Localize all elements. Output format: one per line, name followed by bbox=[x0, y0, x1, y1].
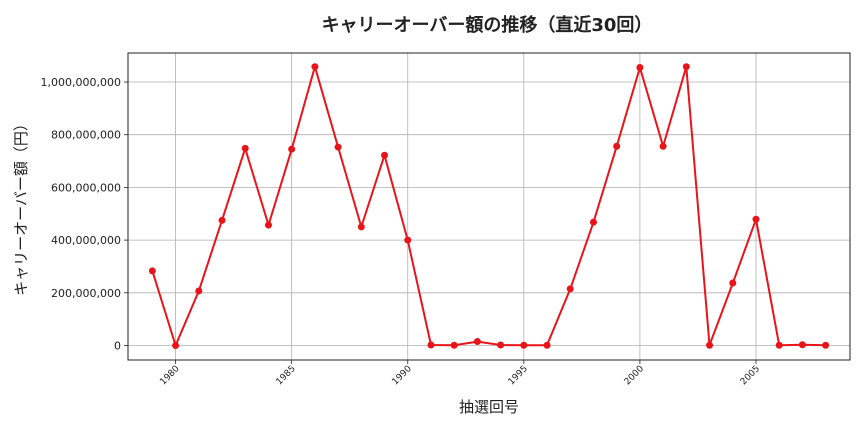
plot-frame bbox=[127, 52, 851, 361]
data-point bbox=[659, 142, 667, 150]
y-axis: 0 200,000,000 400,000,000 600,000,000 800,00… bbox=[41, 76, 128, 353]
data-point bbox=[566, 285, 574, 293]
y-tick-label: 600,000,000 bbox=[51, 181, 121, 194]
data-point bbox=[636, 63, 644, 71]
data-point bbox=[357, 223, 365, 231]
data-point bbox=[473, 338, 481, 346]
data-point bbox=[241, 144, 249, 152]
data-point bbox=[218, 216, 226, 224]
data-point bbox=[729, 279, 737, 287]
x-tick-label: 2000 bbox=[623, 364, 646, 387]
data-point bbox=[288, 145, 296, 153]
y-tick-label: 800,000,000 bbox=[51, 129, 121, 142]
data-point bbox=[148, 267, 156, 275]
data-point bbox=[822, 341, 830, 349]
chart-title: キャリーオーバー額の推移（直近30回） bbox=[322, 14, 653, 36]
data-point bbox=[682, 63, 690, 71]
data-point bbox=[543, 341, 551, 349]
data-point bbox=[381, 151, 389, 159]
data-point bbox=[775, 341, 783, 349]
data-point bbox=[264, 221, 272, 229]
data-point bbox=[752, 215, 760, 223]
x-tick-label: 1980 bbox=[158, 364, 181, 387]
data-point bbox=[427, 341, 435, 349]
data-point bbox=[450, 341, 458, 349]
data-point bbox=[497, 341, 505, 349]
data-point bbox=[520, 341, 528, 349]
series-points bbox=[148, 63, 830, 350]
y-tick-label: 200,000,000 bbox=[51, 287, 121, 300]
data-point bbox=[195, 287, 203, 295]
grid bbox=[128, 53, 850, 360]
data-point bbox=[613, 142, 621, 150]
x-tick-label: 1985 bbox=[275, 364, 298, 387]
x-tick-label: 1995 bbox=[507, 364, 530, 387]
y-tick-label: 0 bbox=[114, 340, 121, 353]
data-point bbox=[404, 236, 412, 244]
x-tick-label: 2005 bbox=[739, 364, 762, 387]
data-point bbox=[172, 342, 180, 350]
x-axis: 1980 1985 1990 1995 2000 2005 bbox=[158, 360, 762, 387]
x-axis-label: 抽選回号 bbox=[459, 398, 519, 416]
y-tick-label: 400,000,000 bbox=[51, 234, 121, 247]
data-point bbox=[589, 218, 597, 226]
y-axis-label: キャリーオーバー額（円） bbox=[12, 116, 30, 296]
data-point bbox=[798, 341, 806, 349]
x-tick-label: 1990 bbox=[391, 364, 414, 387]
series-line bbox=[151, 63, 826, 349]
y-tick-label: 1,000,000,000 bbox=[41, 76, 121, 89]
data-point bbox=[311, 63, 319, 71]
data-point bbox=[334, 143, 342, 151]
data-point bbox=[706, 341, 714, 349]
